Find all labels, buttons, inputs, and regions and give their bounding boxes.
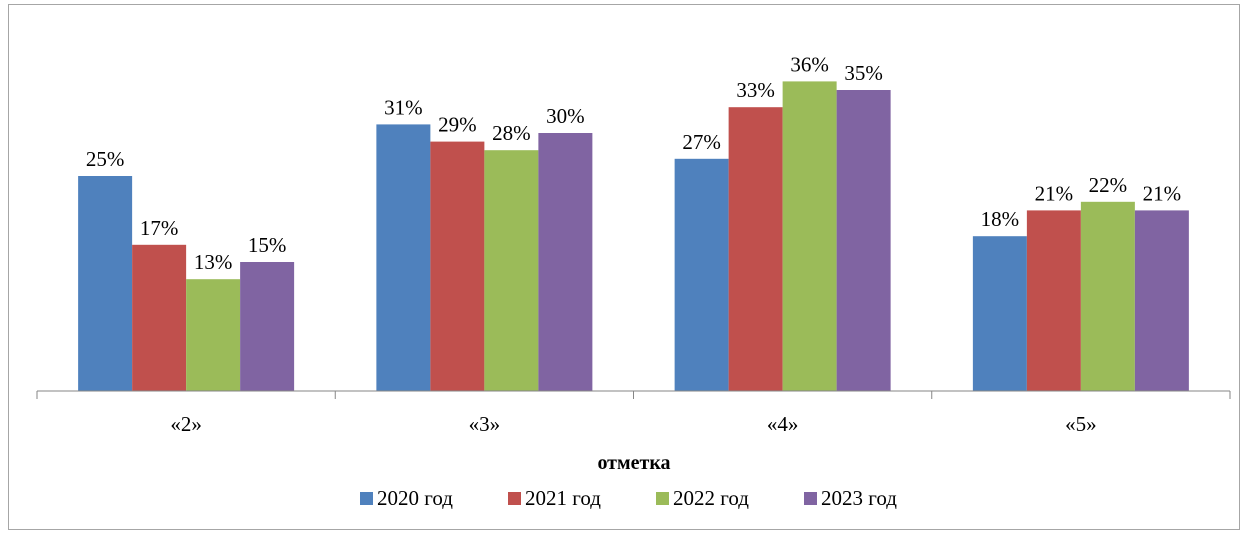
bar xyxy=(1134,210,1189,391)
legend-label: 2021 год xyxy=(525,486,601,510)
data-label: 28% xyxy=(492,121,531,145)
x-axis-title: отметка xyxy=(597,452,670,474)
bar xyxy=(430,141,485,391)
legend-label: 2023 год xyxy=(821,486,897,510)
category-label: «2» xyxy=(170,412,202,436)
data-label: 18% xyxy=(981,207,1020,231)
bar xyxy=(782,81,837,392)
bars-layer xyxy=(78,81,1189,392)
data-label: 29% xyxy=(438,113,477,137)
data-label: 21% xyxy=(1035,181,1074,205)
bar xyxy=(78,176,133,391)
data-label: 22% xyxy=(1089,173,1128,197)
legend-label: 2020 год xyxy=(377,486,453,510)
data-label: 17% xyxy=(140,216,179,240)
bar xyxy=(674,158,729,391)
data-label: 21% xyxy=(1143,181,1182,205)
bar xyxy=(484,150,539,391)
data-label: 31% xyxy=(384,95,423,119)
category-label: «4» xyxy=(767,412,799,436)
bar xyxy=(836,90,891,391)
data-label: 13% xyxy=(194,250,233,274)
bar xyxy=(132,244,187,391)
data-label: 30% xyxy=(546,104,585,128)
data-label: 35% xyxy=(844,61,883,85)
category-label: «5» xyxy=(1065,412,1097,436)
bar xyxy=(240,262,295,391)
bar xyxy=(728,107,783,391)
bar xyxy=(376,124,431,392)
legend-swatch xyxy=(360,492,373,505)
legend: 2020 год 2021 год 2022 год 2023 год xyxy=(360,486,897,510)
category-labels: «2» «3» «4» «5» xyxy=(170,412,1096,436)
x-axis-ticks xyxy=(36,391,1231,399)
data-label: 33% xyxy=(736,78,775,102)
data-label: 25% xyxy=(86,147,125,171)
data-label: 27% xyxy=(682,130,721,154)
bar xyxy=(1026,210,1081,391)
legend-swatch xyxy=(804,492,817,505)
data-labels-layer: 25% 17% 13% 15% 31% 29% 28% 30% 27% 33% 36% 35% 18% 2… xyxy=(86,52,1181,274)
bar xyxy=(538,133,593,391)
category-label: «3» xyxy=(469,412,501,436)
bar xyxy=(972,236,1027,391)
legend-label: 2022 год xyxy=(673,486,749,510)
data-label: 15% xyxy=(248,233,287,257)
data-label: 36% xyxy=(790,52,829,76)
bar xyxy=(1080,201,1135,391)
bar xyxy=(186,279,241,391)
legend-swatch xyxy=(656,492,669,505)
legend-swatch xyxy=(508,492,521,505)
